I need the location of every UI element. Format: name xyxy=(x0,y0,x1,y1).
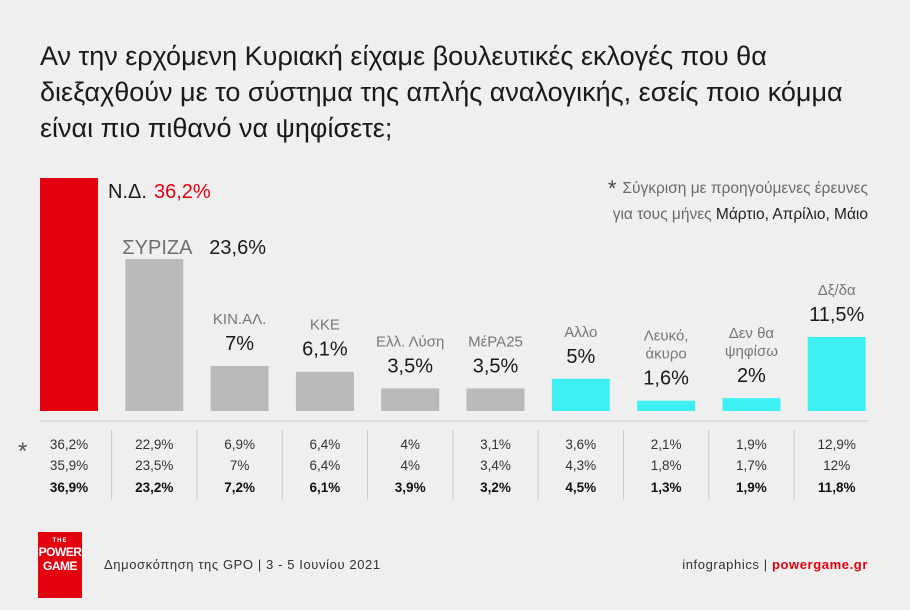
comparison-value: 4,5% xyxy=(565,480,596,495)
value-label: 3,5% xyxy=(473,355,519,377)
category-label: ψηφίσω xyxy=(725,343,778,360)
chart-title: Αν την ερχόμενη Κυριακή είχαμε βουλευτικ… xyxy=(40,41,843,143)
bar-1 xyxy=(40,178,98,411)
value-label: 1,6% xyxy=(643,368,689,390)
comparison-value: 22,9% xyxy=(135,437,173,452)
comparison-value: 35,9% xyxy=(50,458,88,473)
bar-5 xyxy=(381,388,440,411)
comparison-value: 4% xyxy=(400,458,420,473)
comparison-value: 23,2% xyxy=(135,480,173,495)
category-label: ΜέΡΑ25 xyxy=(468,333,523,350)
comparison-value: 2,1% xyxy=(651,437,682,452)
comparison-value: 6,4% xyxy=(310,437,341,452)
value-label: 3,5% xyxy=(387,355,433,377)
comparison-asterisk-icon: * xyxy=(18,438,28,465)
bar-4 xyxy=(295,371,354,411)
brand-prefix: infographics | xyxy=(682,557,772,572)
asterisk-icon: * xyxy=(607,176,617,201)
comparison-value: 3,6% xyxy=(565,437,596,452)
comparison-value: 3,9% xyxy=(395,480,426,495)
brand-site-link[interactable]: powergame.gr xyxy=(771,557,868,572)
value-label: 36,2% xyxy=(154,181,211,203)
bar-8 xyxy=(637,400,696,411)
bar-10 xyxy=(807,336,866,411)
comparison-value: 1,7% xyxy=(736,458,767,473)
comparison-value: 7,2% xyxy=(224,480,255,495)
comparison-note: * Σύγκριση με προηγούμενες έρευνες για το… xyxy=(608,176,868,228)
category-label: Ν.Δ. xyxy=(108,181,147,203)
category-label: ΚΚΕ xyxy=(310,317,340,334)
value-label: 5% xyxy=(566,346,595,368)
comparison-value: 3,1% xyxy=(480,437,511,452)
category-label: Δεν θα xyxy=(729,325,775,342)
note-line-2-prefix: για τους μήνες xyxy=(612,206,716,223)
value-label: 11,5% xyxy=(809,304,864,326)
logo-power: POWER xyxy=(38,545,82,559)
bar-2 xyxy=(125,259,184,411)
comparison-value: 36,2% xyxy=(50,437,88,452)
bar-3 xyxy=(210,365,269,411)
category-label: Δξ/δα xyxy=(818,282,856,299)
value-label: 7% xyxy=(225,333,254,355)
comparison-value: 1,9% xyxy=(736,480,767,495)
comparison-value: 11,8% xyxy=(818,480,856,495)
bar-6 xyxy=(466,388,525,411)
comparison-value: 4,3% xyxy=(565,458,596,473)
comparison-value: 23,5% xyxy=(135,458,173,473)
comparison-value: 3,2% xyxy=(480,480,511,495)
comparison-value: 1,9% xyxy=(736,437,767,452)
poll-source: Δημοσκόπηση της GPO | 3 - 5 Ιουνίου 2021 xyxy=(104,557,381,572)
category-label: Ελλ. Λύση xyxy=(376,333,444,350)
footer-brand: infographics | powergame.gr xyxy=(682,557,868,572)
comparison-value: 12% xyxy=(823,458,850,473)
comparison-value: 6,9% xyxy=(224,437,255,452)
comparison-value: 12,9% xyxy=(818,437,856,452)
powergame-logo[interactable]: THE POWER GAME xyxy=(38,532,82,598)
category-label: ΣΥΡΙΖΑ xyxy=(122,237,193,259)
comparison-value: 1,3% xyxy=(651,480,682,495)
category-label: άκυρο xyxy=(645,346,686,363)
value-label: 23,6% xyxy=(209,237,266,259)
category-label: Λευκό, xyxy=(644,328,689,345)
comparison-value: 1,8% xyxy=(651,458,682,473)
logo-game: GAME xyxy=(43,559,78,573)
comparison-value: 7% xyxy=(230,458,250,473)
category-label: Αλλο xyxy=(564,324,597,341)
comparison-value: 4% xyxy=(400,437,420,452)
comparison-value: 3,4% xyxy=(480,458,511,473)
logo-the: THE xyxy=(52,538,68,544)
category-label: ΚΙΝ.ΑΛ. xyxy=(213,311,266,328)
value-label: 2% xyxy=(737,365,766,387)
comparison-value: 6,1% xyxy=(310,480,341,495)
comparison-value: 6,4% xyxy=(310,458,341,473)
note-months: Μάρτιο, Απρίλιο, Μάιο xyxy=(715,206,868,223)
note-line-1: Σύγκριση με προηγούμενες έρευνες xyxy=(622,180,868,197)
bar-7 xyxy=(551,378,610,411)
comparison-value: 36,9% xyxy=(50,480,88,495)
bar-9 xyxy=(722,398,781,411)
value-label: 6,1% xyxy=(302,339,348,361)
